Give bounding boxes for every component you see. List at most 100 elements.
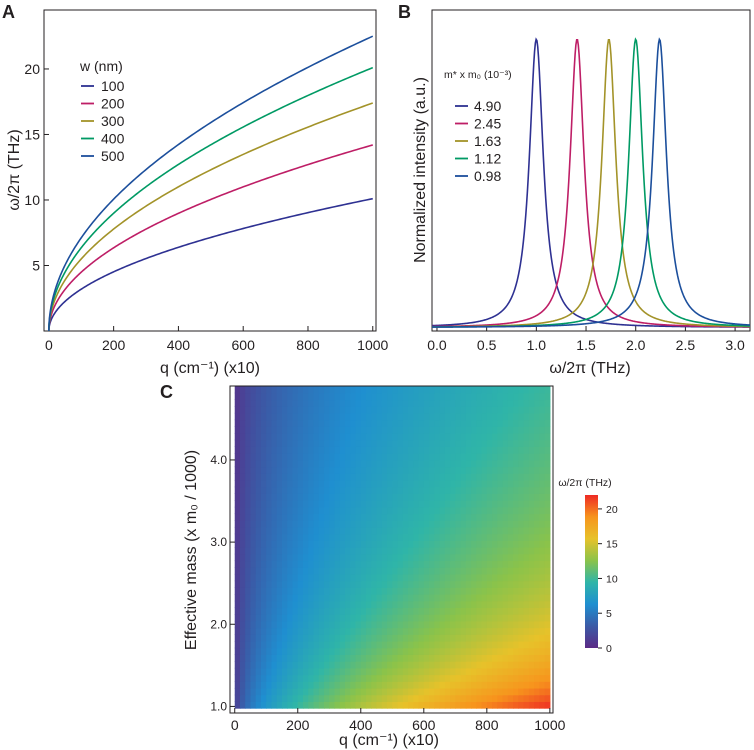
- heatmap-cell: [303, 526, 309, 535]
- heatmap-cell: [502, 701, 509, 709]
- heatmap-cell: [497, 419, 504, 427]
- heatmap-cell: [366, 600, 372, 609]
- heatmap-cell: [366, 513, 372, 521]
- heatmap-cell: [502, 506, 509, 515]
- heatmap-cell: [418, 701, 425, 709]
- heatmap-cell: [502, 520, 509, 528]
- heatmap-cell: [518, 661, 525, 669]
- heatmap-cell: [408, 506, 414, 515]
- heatmap-cell: [423, 486, 430, 494]
- heatmap-cell: [413, 392, 420, 401]
- heatmap-cell: [444, 506, 451, 515]
- heatmap-cell: [486, 681, 493, 689]
- heatmap-cell: [539, 459, 546, 468]
- heatmap-cell: [481, 701, 488, 709]
- heatmap-cell: [392, 674, 399, 682]
- heatmap-cell: [465, 392, 472, 401]
- heatmap-cell: [402, 533, 409, 541]
- heatmap-cell: [282, 520, 288, 528]
- heatmap-cell: [465, 386, 472, 394]
- heatmap-cell: [492, 687, 498, 696]
- heatmap-cell: [434, 446, 441, 454]
- heatmap-cell: [271, 399, 278, 407]
- heatmap-cell: [444, 547, 451, 555]
- heatmap-cell: [271, 587, 278, 595]
- heatmap-cell: [303, 667, 309, 676]
- heatmap-cell: [397, 419, 404, 427]
- heatmap-cell: [292, 661, 299, 669]
- heatmap-cell: [492, 667, 498, 676]
- heatmap-cell: [355, 473, 362, 481]
- heatmap-cell: [276, 426, 283, 434]
- heatmap-cell: [528, 560, 535, 568]
- heatmap-cell: [434, 573, 441, 582]
- heatmap-cell: [402, 540, 409, 548]
- heatmap-cell: [423, 607, 430, 615]
- heatmap-cell: [303, 654, 309, 662]
- heatmap-cell: [339, 386, 346, 394]
- heatmap-cell: [381, 419, 388, 427]
- panel-a-y-label: ω/2π (THz): [6, 129, 23, 210]
- heatmap-cell: [460, 479, 467, 488]
- heatmap-cell: [271, 493, 278, 501]
- heatmap-cell: [371, 627, 378, 635]
- heatmap-cell: [413, 466, 420, 474]
- heatmap-cell: [460, 392, 467, 401]
- heatmap-cell: [418, 567, 425, 575]
- heatmap-cell: [486, 533, 493, 541]
- heatmap-cell: [245, 560, 252, 568]
- heatmap-cell: [313, 432, 320, 441]
- heatmap-cell: [297, 661, 304, 669]
- heatmap-cell: [502, 553, 509, 562]
- heatmap-cell: [318, 406, 325, 414]
- heatmap-cell: [402, 493, 409, 501]
- heatmap-cell: [371, 446, 378, 454]
- heatmap-cell: [528, 701, 535, 709]
- heatmap-cell: [350, 654, 357, 662]
- panel-b-frame: [431, 9, 751, 332]
- heatmap-cell: [271, 681, 278, 689]
- heatmap-cell: [539, 513, 546, 521]
- heatmap-cell: [366, 426, 372, 434]
- heatmap-cell: [292, 640, 299, 649]
- heatmap-cell: [255, 386, 262, 394]
- heatmap-cell: [297, 446, 304, 454]
- heatmap-cell: [371, 473, 378, 481]
- heatmap-cell: [266, 634, 273, 642]
- heatmap-cell: [534, 547, 540, 555]
- heatmap-cell: [397, 627, 404, 635]
- heatmap-cell: [245, 540, 252, 548]
- heatmap-cell: [418, 500, 425, 508]
- heatmap-cell: [418, 399, 425, 407]
- heatmap-cell: [266, 446, 273, 454]
- heatmap-cell: [313, 466, 320, 474]
- heatmap-cell: [303, 594, 309, 602]
- heatmap-cell: [429, 547, 435, 555]
- heatmap-cell: [513, 500, 519, 508]
- b-x-tick-label: 0.5: [477, 337, 497, 353]
- heatmap-cell: [239, 620, 246, 629]
- heatmap-cell: [387, 667, 393, 676]
- heatmap-cell: [371, 667, 378, 676]
- heatmap-cell: [350, 547, 357, 555]
- heatmap-cell: [423, 466, 430, 474]
- heatmap-cell: [402, 426, 409, 434]
- heatmap-cell: [287, 627, 294, 635]
- heatmap-cell: [334, 459, 341, 468]
- heatmap-cell: [518, 614, 525, 622]
- heatmap-cell: [423, 493, 430, 501]
- heatmap-cell: [324, 681, 330, 689]
- heatmap-cell: [523, 520, 530, 528]
- heatmap-cell: [476, 439, 483, 447]
- heatmap-cell: [418, 486, 425, 494]
- heatmap-cell: [471, 473, 477, 481]
- heatmap-cell: [350, 446, 357, 454]
- heatmap-cell: [381, 681, 388, 689]
- heatmap-cell: [360, 520, 367, 528]
- heatmap-cell: [381, 399, 388, 407]
- heatmap-cell: [324, 600, 330, 609]
- heatmap-cell: [366, 620, 372, 629]
- heatmap-cell: [339, 567, 346, 575]
- heatmap-cell: [539, 614, 546, 622]
- heatmap-cell: [271, 479, 278, 488]
